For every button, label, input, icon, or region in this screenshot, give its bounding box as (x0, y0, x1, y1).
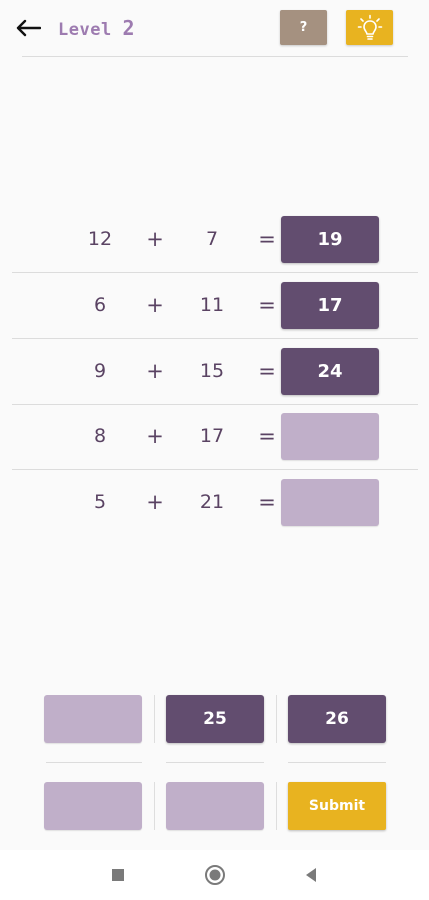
level-label: Level (58, 20, 112, 40)
back-button[interactable] (12, 14, 44, 42)
home-button[interactable] (200, 860, 230, 890)
row-divider (12, 272, 418, 273)
answer-slot-4[interactable] (281, 413, 379, 460)
equation-row-2: 6 + 11 = 17 (0, 279, 429, 343)
triangle-back-icon (306, 868, 316, 882)
operand-b: 15 (199, 360, 225, 382)
operator: + (146, 293, 164, 317)
level-number: 2 (122, 16, 135, 40)
option-divider (154, 782, 155, 830)
operand-b: 11 (199, 294, 225, 316)
equation-row-3: 9 + 15 = 24 (0, 345, 429, 409)
square-icon (112, 869, 124, 881)
equation-row-5: 5 + 21 = (0, 476, 429, 540)
operand-a: 8 (93, 425, 107, 447)
arrow-left-icon (16, 19, 41, 37)
help-button[interactable]: ? (280, 10, 327, 45)
option-tile-3[interactable]: 26 (288, 695, 386, 743)
equals-sign: = (258, 293, 276, 317)
option-divider (276, 695, 277, 743)
option-tile-5[interactable] (166, 782, 264, 830)
equals-sign: = (258, 359, 276, 383)
answer-slot-5[interactable] (281, 479, 379, 526)
operator: + (146, 359, 164, 383)
operator: + (146, 490, 164, 514)
operand-b: 7 (205, 228, 219, 250)
row-divider (12, 469, 418, 470)
nav-back-button[interactable] (296, 860, 326, 890)
submit-label: Submit (308, 798, 366, 814)
option-row-divider (46, 762, 142, 763)
operator: + (146, 227, 164, 251)
equals-sign: = (258, 490, 276, 514)
option-tile-2[interactable]: 25 (166, 695, 264, 743)
operand-b: 17 (199, 425, 225, 447)
equals-sign: = (258, 424, 276, 448)
operand-a: 9 (93, 360, 107, 382)
lightbulb-icon (357, 14, 382, 40)
hint-button[interactable] (346, 10, 393, 45)
circle-icon (205, 865, 225, 885)
option-tile-1[interactable] (44, 695, 142, 743)
operand-b: 21 (199, 491, 225, 513)
operator: + (146, 424, 164, 448)
option-divider (154, 695, 155, 743)
option-tile-4[interactable] (44, 782, 142, 830)
equation-row-1: 12 + 7 = 19 (0, 213, 429, 277)
row-divider (12, 404, 418, 405)
answer-slot-2[interactable]: 17 (281, 282, 379, 329)
answer-slot-1[interactable]: 19 (281, 216, 379, 263)
operand-a: 5 (93, 491, 107, 513)
operand-a: 12 (87, 228, 113, 250)
help-label: ? (299, 20, 308, 35)
operand-a: 6 (93, 294, 107, 316)
answer-slot-3[interactable]: 24 (281, 348, 379, 395)
option-divider (276, 782, 277, 830)
option-row-divider (166, 762, 264, 763)
equals-sign: = (258, 227, 276, 251)
option-row-divider (288, 762, 386, 763)
page-title: Level 2 (58, 16, 135, 40)
system-nav-bar (0, 850, 429, 900)
header-divider (22, 56, 408, 57)
top-bar: Level 2 ? (0, 0, 429, 56)
equation-row-4: 8 + 17 = (0, 410, 429, 474)
submit-button[interactable]: Submit (288, 782, 386, 830)
recents-button[interactable] (103, 860, 133, 890)
row-divider (12, 338, 418, 339)
